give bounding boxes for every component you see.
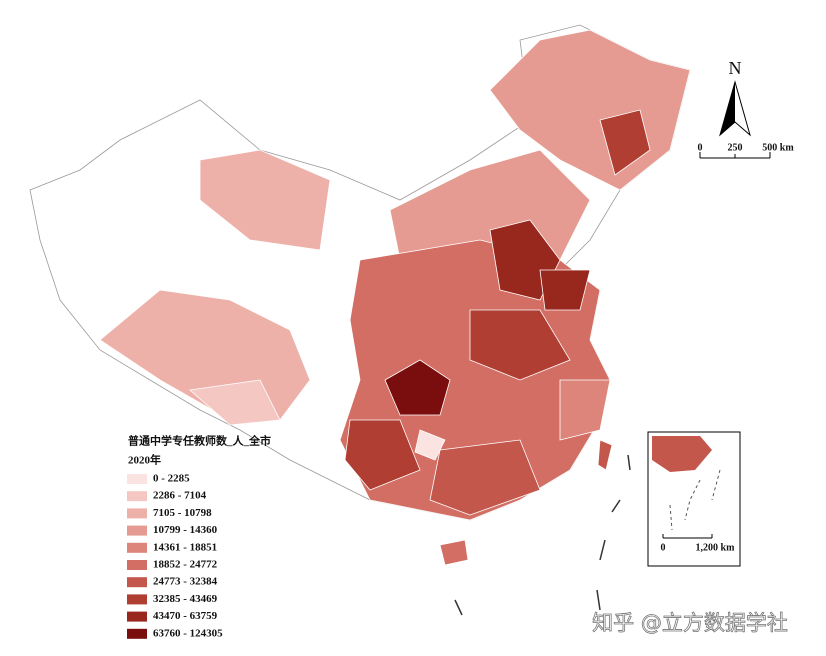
legend-swatch <box>127 474 147 484</box>
region <box>414 429 446 461</box>
region <box>559 379 611 441</box>
legend-swatch <box>127 628 147 639</box>
legend-label: 32385 - 43469 <box>153 593 218 605</box>
region <box>599 109 651 176</box>
north-arrow-fill <box>720 82 735 135</box>
legend-label: 43470 - 63759 <box>153 610 218 622</box>
region <box>384 359 451 416</box>
inset-scale-label: 0 <box>661 542 666 553</box>
inset-scale-bar <box>662 534 713 539</box>
region <box>539 269 591 311</box>
legend-label: 10799 - 14360 <box>153 524 218 536</box>
scale-label: 250 <box>728 142 743 153</box>
legend-label: 7105 - 10798 <box>153 507 212 519</box>
legend-label: 18852 - 24772 <box>153 559 218 571</box>
legend-swatch <box>127 577 147 588</box>
region <box>429 439 541 516</box>
watermark: 知乎 @立方数据学社 <box>592 611 788 635</box>
region <box>199 149 331 251</box>
scale-label: 500 km <box>762 142 794 153</box>
region <box>597 439 613 471</box>
legend-title: 普通中学专任教师数_人_全市 <box>128 434 271 448</box>
scale-label: 0 <box>698 142 703 153</box>
legend-swatch <box>127 508 147 519</box>
inset-mainland <box>652 436 712 472</box>
legend-swatch <box>127 560 147 570</box>
legend-label: 24773 - 32384 <box>153 576 218 588</box>
legend-label: 0 - 2285 <box>153 473 190 485</box>
legend-label: 63760 - 124305 <box>153 627 223 639</box>
region <box>439 539 469 566</box>
region <box>344 419 421 491</box>
legend-label: 14361 - 18851 <box>153 541 217 553</box>
inset-scale-label: 1,200 km <box>696 542 736 553</box>
north-label: N <box>729 58 742 78</box>
legend-subtitle: 2020年 <box>128 453 161 467</box>
legend-swatch <box>127 491 147 502</box>
scale-bar <box>699 152 771 159</box>
region <box>469 309 571 381</box>
legend-label: 2286 - 7104 <box>153 490 207 502</box>
legend-swatch <box>127 594 147 605</box>
legend-swatch <box>127 542 147 553</box>
region <box>189 379 281 426</box>
inset-dashes <box>669 469 721 531</box>
legend-swatch <box>127 611 147 622</box>
boundary-dash <box>454 454 631 616</box>
legend-swatch <box>127 525 147 536</box>
